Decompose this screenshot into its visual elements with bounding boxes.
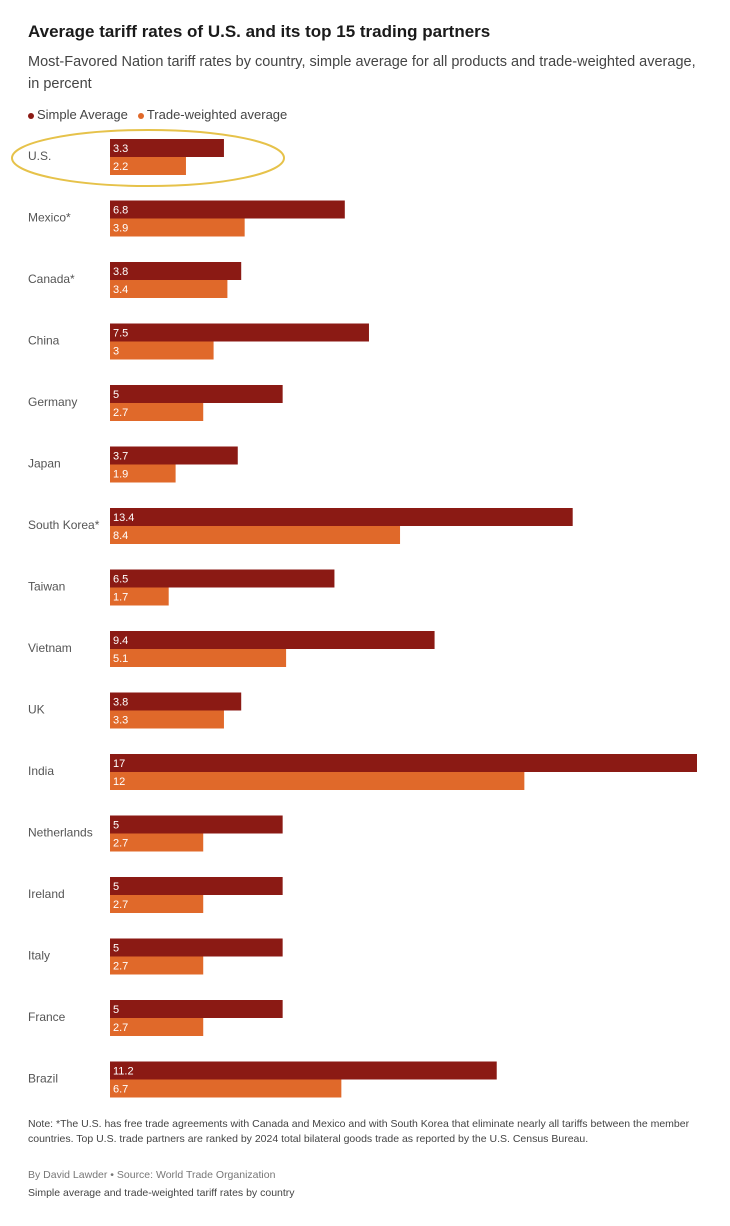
value-label: 3.9 [113, 222, 128, 234]
value-label: 3 [113, 345, 119, 357]
value-label: 1.9 [113, 468, 128, 480]
bar [110, 403, 204, 421]
category-label: Mexico* [28, 211, 71, 225]
category-label: Italy [28, 949, 50, 963]
bar [110, 754, 697, 772]
value-label: 5.1 [113, 653, 128, 665]
category-label: China [28, 334, 60, 348]
bar [110, 938, 283, 957]
bar [110, 323, 369, 342]
value-label: 3.4 [113, 284, 128, 296]
bar [110, 569, 335, 588]
bar [110, 508, 573, 526]
category-label: Germany [28, 395, 77, 409]
legend-swatch [137, 112, 144, 119]
value-label: 3.8 [113, 266, 128, 278]
value-label: 3.3 [113, 143, 128, 155]
chart-title: Average tariff rates of U.S. and its top… [28, 22, 491, 41]
category-label: Canada* [28, 272, 75, 286]
category-label: France [28, 1010, 66, 1024]
value-label: 5 [113, 942, 119, 954]
value-label: 7.5 [113, 327, 128, 339]
bar [110, 1018, 204, 1036]
category-label: Ireland [28, 887, 65, 901]
bar [110, 200, 345, 219]
value-label: 3.7 [113, 450, 128, 462]
bar [110, 385, 283, 403]
bar [110, 815, 283, 834]
bar [110, 526, 401, 544]
value-label: 1.7 [113, 591, 128, 603]
bar [110, 895, 204, 913]
legend-item: Simple Average [28, 107, 128, 122]
value-label: 13.4 [113, 512, 134, 524]
bar [110, 1079, 342, 1098]
bar [110, 464, 176, 483]
category-label: India [28, 764, 54, 778]
value-label: 2.2 [113, 161, 128, 173]
category-label: Vietnam [28, 641, 72, 655]
value-label: 2.7 [113, 407, 128, 419]
bar [110, 446, 238, 465]
value-label: 9.4 [113, 635, 128, 647]
note: Note: *The U.S. has free trade agreement… [28, 1118, 690, 1145]
bar [110, 631, 435, 649]
category-label: Taiwan [28, 580, 65, 594]
bar [110, 157, 186, 175]
byline: By David Lawder • Source: World Trade Or… [28, 1169, 276, 1181]
bar [110, 1061, 497, 1080]
value-label: 12 [113, 776, 125, 788]
bar [110, 833, 204, 852]
category-label: U.S. [28, 149, 51, 163]
value-label: 5 [113, 1004, 119, 1016]
bar [110, 139, 224, 157]
value-label: 5 [113, 819, 119, 831]
bar [110, 710, 224, 729]
value-label: 2.7 [113, 960, 128, 972]
category-label: Netherlands [28, 826, 93, 840]
legend: Simple Average Trade-weighted average [28, 107, 287, 122]
bar [110, 649, 287, 667]
chart-subtitle: Most-Favored Nation tariff rates by coun… [28, 54, 696, 92]
highlight-ellipse [11, 129, 285, 187]
value-label: 2.7 [113, 1022, 128, 1034]
value-label: 5 [113, 881, 119, 893]
category-label: South Korea* [28, 518, 100, 532]
value-label: 6.8 [113, 204, 128, 216]
bar [110, 692, 242, 711]
value-label: 3.8 [113, 696, 128, 708]
value-label: 2.7 [113, 899, 128, 911]
bar [110, 1000, 283, 1018]
legend-swatch [28, 112, 34, 119]
value-label: 11.2 [113, 1065, 134, 1077]
bar [110, 218, 245, 237]
footer: Simple average and trade-weighted tariff… [28, 1187, 295, 1199]
bar [110, 587, 169, 606]
legend-label: Simple Average [37, 107, 128, 122]
bar [110, 772, 525, 790]
category-label: Brazil [28, 1072, 58, 1086]
bar [110, 341, 214, 360]
bar [110, 877, 283, 895]
value-label: 2.7 [113, 837, 128, 849]
value-label: 6.7 [113, 1083, 128, 1095]
value-label: 8.4 [113, 530, 128, 542]
bar [110, 280, 228, 298]
value-label: 6.5 [113, 573, 128, 585]
legend-label: Trade-weighted average [146, 107, 288, 122]
bar [110, 956, 204, 975]
category-label: UK [28, 703, 45, 717]
category-label: Japan [28, 457, 61, 471]
legend-item: Trade-weighted average [137, 107, 288, 122]
value-label: 3.3 [113, 714, 128, 726]
value-label: 17 [113, 758, 125, 770]
bar [110, 262, 242, 280]
value-label: 5 [113, 389, 119, 401]
